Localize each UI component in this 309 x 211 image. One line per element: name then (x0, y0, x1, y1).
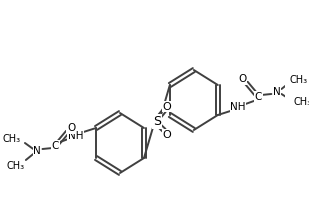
Text: O: O (239, 74, 247, 84)
Text: S: S (153, 115, 161, 128)
Text: CH₃: CH₃ (2, 134, 20, 144)
Text: N: N (273, 87, 281, 97)
Text: NH: NH (231, 102, 246, 112)
Text: N: N (33, 146, 41, 156)
Text: CH₃: CH₃ (289, 75, 307, 85)
Text: O: O (163, 130, 171, 139)
Text: CH₃: CH₃ (7, 161, 25, 171)
Text: C: C (52, 141, 59, 151)
Text: NH: NH (68, 131, 83, 141)
Text: O: O (67, 123, 75, 133)
Text: CH₃: CH₃ (294, 97, 309, 107)
Text: C: C (255, 92, 262, 102)
Text: O: O (163, 101, 171, 111)
